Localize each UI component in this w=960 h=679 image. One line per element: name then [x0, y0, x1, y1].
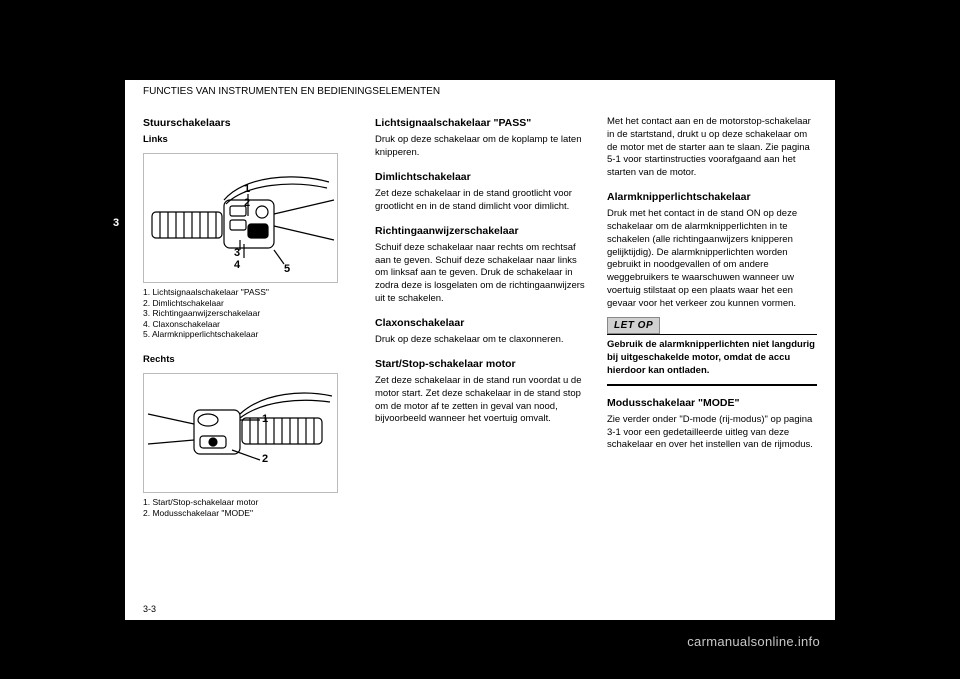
callout-r2: 2 — [262, 454, 268, 465]
block-title: Claxonschakelaar — [375, 316, 585, 330]
callout-1: 1 — [244, 184, 250, 195]
page-number: 3-3 — [143, 604, 156, 614]
callout-r1: 1 — [262, 414, 268, 425]
block-title: Richtingaanwijzerschakelaar — [375, 224, 585, 238]
notice-rule — [607, 334, 817, 335]
block-body: Druk op deze schakelaar om de koplamp te… — [375, 134, 585, 160]
column-left: Stuurschakelaars Links — [143, 116, 353, 518]
callout-2: 2 — [244, 198, 250, 209]
block-title: Start/Stop-schakelaar motor — [375, 357, 585, 371]
callout-5: 5 — [284, 264, 290, 275]
block-body: Druk op deze schakelaar om te claxonnere… — [375, 334, 585, 347]
subtitle-right: Rechts — [143, 354, 353, 367]
legend-item: 4. Claxonschakelaar — [143, 319, 353, 330]
legend-item: 5. Alarmknipperlichtschakelaar — [143, 329, 353, 340]
legend-item: 3. Richtingaanwijzerschakelaar — [143, 308, 353, 319]
notice-body: Gebruik de alarmknipperlichten niet lang… — [607, 339, 817, 377]
header-title: FUNCTIES VAN INSTRUMENTEN EN BEDIENINGSE… — [143, 86, 440, 97]
notice-end-rule — [607, 384, 817, 386]
legend-item: 1. Start/Stop-schakelaar motor — [143, 497, 353, 508]
illustration-left-handlebar: 1 2 3 4 5 — [143, 153, 338, 283]
handlebar-right-svg — [144, 374, 339, 494]
notice-box: LET OP Gebruik de alarmknipperlichten ni… — [607, 317, 817, 386]
legend-bottom: 1. Start/Stop-schakelaar motor 2. Moduss… — [143, 497, 353, 518]
handlebar-left-svg — [144, 154, 339, 284]
callout-3: 3 — [234, 248, 240, 259]
legend-item: 2. Dimlichtschakelaar — [143, 298, 353, 309]
section-title: Stuurschakelaars — [143, 116, 353, 130]
illustration-right-handlebar: 1 2 — [143, 373, 338, 493]
block-title: Lichtsignaalschakelaar "PASS" — [375, 116, 585, 130]
chapter-number: 3 — [113, 217, 119, 229]
notice-label: LET OP — [607, 317, 660, 335]
mode-body: Zie verder onder "D-mode (rij-modus)" op… — [607, 414, 817, 452]
block-body: Zet deze schakelaar in de stand run voor… — [375, 375, 585, 426]
legend-top: 1. Lichtsignaalschakelaar "PASS" 2. Diml… — [143, 287, 353, 340]
chapter-tab: 3 — [107, 214, 125, 232]
callout-4: 4 — [234, 260, 240, 271]
column-middle: Lichtsignaalschakelaar "PASS" Druk op de… — [375, 116, 585, 430]
column-right: Met het contact aan en de motorstop-scha… — [607, 116, 817, 456]
watermark: carmanualsonline.info — [687, 634, 820, 649]
block-body: Zet deze schakelaar in de stand grootlic… — [375, 188, 585, 214]
hazard-title: Alarmknipperlichtschakelaar — [607, 190, 817, 204]
subtitle-left: Links — [143, 134, 353, 147]
hazard-body: Druk met het contact in de stand ON op d… — [607, 208, 817, 311]
legend-item: 2. Modusschakelaar "MODE" — [143, 508, 353, 519]
legend-item: 1. Lichtsignaalschakelaar "PASS" — [143, 287, 353, 298]
mode-title: Modusschakelaar "MODE" — [607, 396, 817, 410]
block-body: Schuif deze schakelaar naar rechts om re… — [375, 242, 585, 306]
manual-page: 3 FUNCTIES VAN INSTRUMENTEN EN BEDIENING… — [125, 80, 835, 620]
intro-text: Met het contact aan en de motorstop-scha… — [607, 116, 817, 180]
page-header: FUNCTIES VAN INSTRUMENTEN EN BEDIENINGSE… — [125, 86, 835, 106]
block-title: Dimlichtschakelaar — [375, 170, 585, 184]
